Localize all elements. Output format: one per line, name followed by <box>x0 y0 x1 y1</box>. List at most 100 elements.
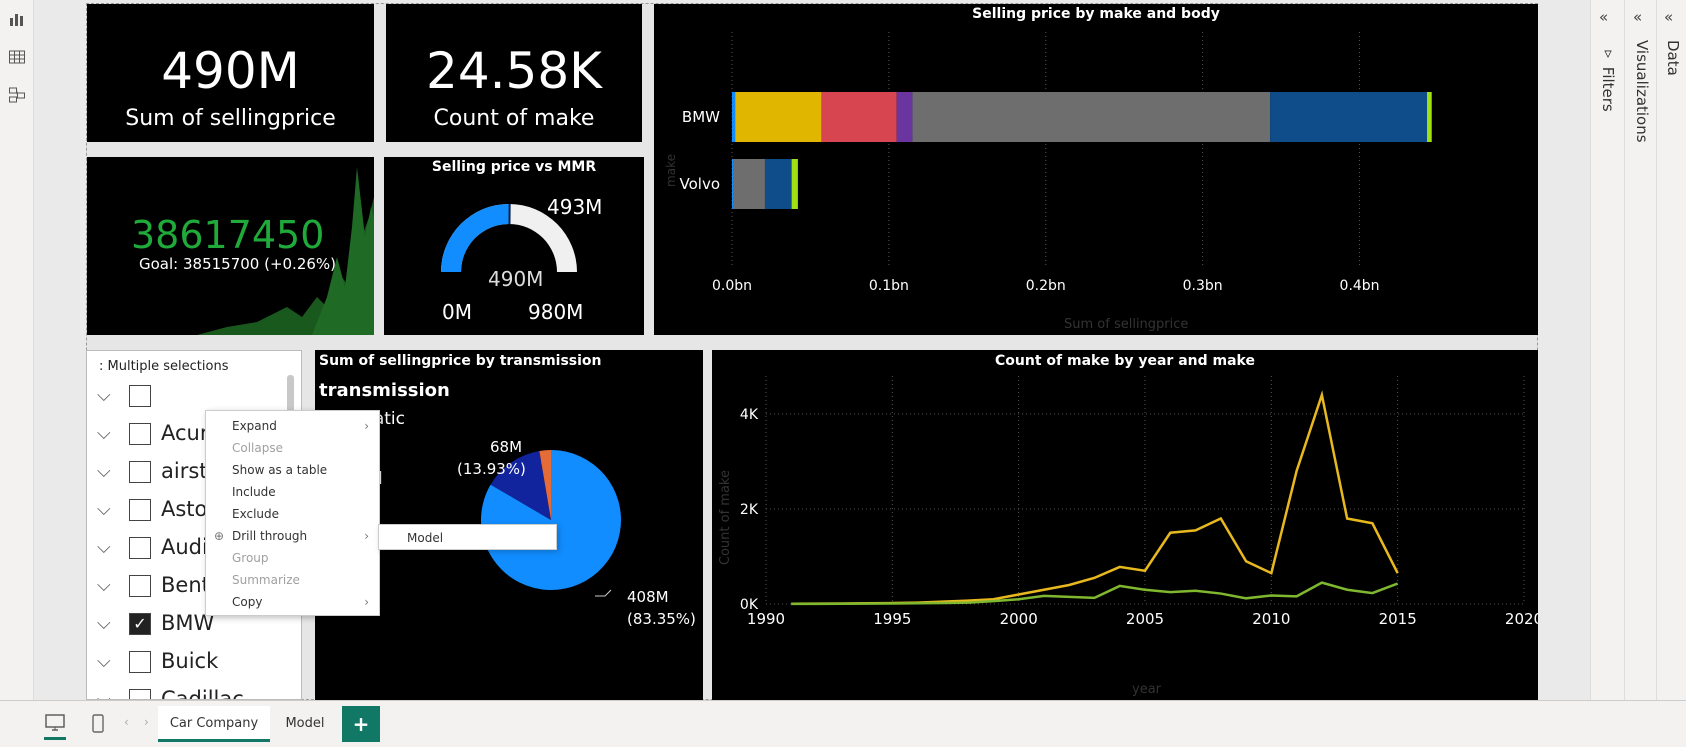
tab-model[interactable]: Model <box>285 716 325 731</box>
bar-category-label: Volvo <box>680 175 721 193</box>
desktop-layout-icon[interactable] <box>44 713 66 733</box>
active-layout-indicator <box>44 737 66 740</box>
context-menu-item[interactable]: Copy <box>232 595 263 609</box>
kpi-value: 24.58K <box>426 42 602 100</box>
context-menu-item: Collapse <box>232 441 283 455</box>
slicer-scrollbar[interactable] <box>287 375 294 425</box>
context-menu-item[interactable]: Show as a table <box>232 463 328 477</box>
bar-segment <box>912 92 1271 142</box>
bar-segment <box>896 92 913 142</box>
table-view-icon[interactable] <box>6 48 28 70</box>
slicer-item[interactable]: ⌵ ✓ BMW <box>97 609 297 641</box>
pie-label-bottom-pct: (83.35%) <box>627 610 696 628</box>
pie-label-bottom: 408M <box>627 588 669 606</box>
pie-label-top: 68M <box>490 438 523 456</box>
line-y-tick-label: 4K <box>740 407 759 423</box>
chevron-right-icon: › <box>364 595 369 609</box>
bar-x-tick-label: 0.4bn <box>1340 278 1380 294</box>
goal-kpi-card[interactable]: 38617450 Goal: 38515700 (+0.26%) <box>87 157 374 335</box>
bar-chart-xlabel: Sum of sellingprice <box>1064 317 1189 332</box>
bar-segment <box>764 159 792 209</box>
expand-chevron-icon[interactable]: « <box>1599 8 1609 26</box>
line-chart-xlabel: year <box>1132 682 1162 697</box>
line-chart-card[interactable]: Count of make by year and make 0K 2K 4K 199… <box>712 350 1538 700</box>
filters-pane-label: ▿ Filters <box>1599 44 1617 112</box>
context-menu-item[interactable]: Drill through <box>232 529 308 543</box>
chevron-down-icon[interactable]: ⌵ <box>97 499 111 520</box>
bar-x-tick-label: 0.3bn <box>1183 278 1223 294</box>
kpi-card-selling-price[interactable]: 490M Sum of sellingprice <box>87 4 374 142</box>
bar-segment <box>732 92 736 142</box>
next-page-icon[interactable]: › <box>144 715 149 729</box>
kpi-label: Count of make <box>433 106 595 131</box>
slicer-checkbox[interactable] <box>129 537 151 559</box>
data-pane-collapsed[interactable]: « Data <box>1656 0 1686 700</box>
slicer-item-label: Cadillac <box>161 687 244 700</box>
gauge-title: Selling price vs MMR <box>431 159 597 175</box>
slicer-checkbox[interactable] <box>129 575 151 597</box>
slicer-checkbox[interactable]: ✓ <box>129 613 151 635</box>
chevron-down-icon[interactable]: ⌵ <box>97 575 111 596</box>
chevron-down-icon[interactable]: ⌵ <box>97 423 111 444</box>
slicer-checkbox[interactable] <box>129 651 151 673</box>
pie-slice <box>480 450 621 590</box>
line-series-0 <box>791 390 1399 606</box>
mobile-layout-icon[interactable] <box>90 713 106 735</box>
context-menu-item[interactable]: Include <box>232 485 276 499</box>
gauge-fill <box>441 204 509 272</box>
gauge-max-label: 980M <box>528 300 584 324</box>
visualizations-pane-collapsed[interactable]: « Visualizations <box>1624 0 1656 700</box>
add-page-button[interactable]: + <box>342 706 380 742</box>
context-menu-item[interactable]: Exclude <box>232 507 280 521</box>
chevron-down-icon[interactable]: ⌵ <box>97 613 111 634</box>
gauge-target-label: 493M <box>547 195 603 219</box>
kpi-value: 490M <box>161 42 300 100</box>
bar-chart-card[interactable]: Selling price by make and body 0.0bn 0.1b… <box>654 4 1538 335</box>
slicer-item[interactable]: ⌵ Audi <box>97 533 297 565</box>
context-menu-item: Summarize <box>232 573 300 587</box>
chevron-right-icon: › <box>364 419 369 433</box>
pie-chart-svg <box>480 450 621 597</box>
model-view-icon[interactable] <box>6 86 28 108</box>
chevron-down-icon[interactable]: ⌵ <box>97 537 111 558</box>
slicer-item[interactable]: ⌵ Buick <box>97 647 297 679</box>
pie-slice <box>539 450 551 520</box>
chevron-down-icon[interactable]: ⌵ <box>97 385 111 406</box>
kpi-card-count-make[interactable]: 24.58K Count of make <box>386 4 642 142</box>
prev-page-icon[interactable]: ‹ <box>124 715 129 729</box>
line-x-tick-label: 2020 <box>1505 610 1538 628</box>
slicer-item[interactable]: ⌵ Cadillac <box>97 685 297 700</box>
slicer-checkbox[interactable] <box>129 461 151 483</box>
chevron-right-icon: › <box>364 529 369 543</box>
context-menu-item[interactable]: Expand <box>232 419 277 433</box>
chevron-down-icon[interactable]: ⌵ <box>97 689 111 700</box>
bar-segment <box>821 92 897 142</box>
filters-pane-collapsed[interactable]: « ▿ Filters <box>1590 0 1624 700</box>
line-x-tick-label: 2000 <box>1000 610 1038 628</box>
tab-car-company[interactable]: Car Company <box>158 706 270 742</box>
report-view-icon[interactable] <box>6 10 28 32</box>
slicer-checkbox[interactable] <box>129 689 151 699</box>
expand-chevron-icon[interactable]: « <box>1664 8 1674 26</box>
submenu-item-model[interactable]: Model <box>407 531 444 545</box>
expand-chevron-icon[interactable]: « <box>1633 8 1643 26</box>
view-switcher-rail <box>0 0 34 700</box>
data-pane-label: Data <box>1664 40 1682 76</box>
pie-legend-title: transmission <box>319 380 450 401</box>
context-menu: Expand › Collapse Show as a table Include Exc… <box>205 410 380 616</box>
pie-label-top-pct: (13.93%) <box>457 460 526 478</box>
line-chart-title: Count of make by year and make <box>995 353 1255 369</box>
slicer-checkbox[interactable] <box>129 423 151 445</box>
slicer-checkbox[interactable] <box>129 385 151 407</box>
bar-x-tick-label: 0.1bn <box>869 278 909 294</box>
bar-chart-ylabel: make <box>664 154 678 187</box>
slicer-checkbox[interactable] <box>129 499 151 521</box>
bar-category-label: BMW <box>682 108 720 126</box>
pie-slice <box>490 450 551 520</box>
chevron-down-icon[interactable]: ⌵ <box>97 461 111 482</box>
chevron-down-icon[interactable]: ⌵ <box>97 651 111 672</box>
slicer-item[interactable]: ⌵ <box>97 381 297 413</box>
gauge-card[interactable]: Selling price vs MMR 493M 490M 0M 980M <box>384 157 644 335</box>
bar-segment <box>1270 92 1428 142</box>
